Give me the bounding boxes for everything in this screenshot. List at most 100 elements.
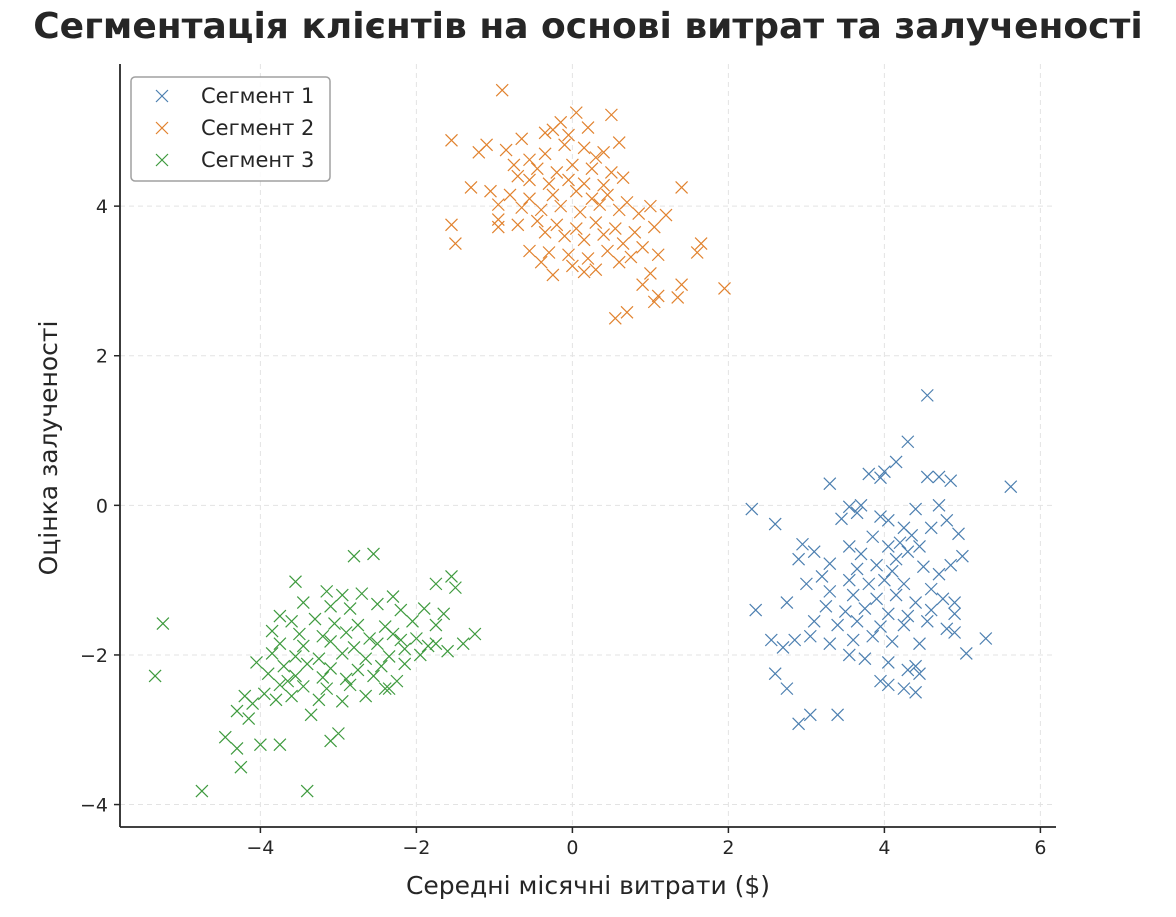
data-point — [308, 612, 322, 626]
data-point — [885, 635, 899, 648]
legend-marker — [155, 121, 169, 135]
series-1 — [745, 388, 1018, 731]
data-point — [511, 218, 525, 232]
data-point — [881, 540, 895, 553]
data-point — [511, 169, 525, 183]
data-point — [562, 173, 575, 187]
data-point — [374, 659, 388, 673]
data-point — [909, 685, 923, 699]
data-point — [807, 545, 821, 559]
data-point — [920, 388, 934, 402]
data-point — [815, 569, 829, 583]
x-axis-label: Середні місячні витрати ($) — [406, 871, 770, 900]
data-point — [604, 108, 618, 122]
data-point — [491, 198, 505, 212]
data-point — [324, 661, 338, 675]
data-point — [538, 126, 552, 140]
data-point — [897, 682, 911, 696]
data-point — [156, 617, 170, 630]
data-point — [523, 192, 536, 206]
data-point — [768, 667, 782, 681]
y-tick-label: 2 — [96, 346, 108, 368]
data-point — [273, 678, 287, 692]
data-point — [675, 278, 689, 292]
data-point — [413, 648, 427, 662]
data-point — [464, 181, 478, 194]
data-point — [343, 602, 357, 615]
data-point — [881, 656, 895, 669]
data-point — [823, 557, 837, 571]
data-point — [523, 173, 536, 187]
data-point — [273, 637, 287, 651]
data-point — [823, 584, 837, 598]
data-point — [647, 295, 661, 309]
data-point — [608, 222, 622, 235]
data-point — [936, 592, 950, 606]
data-point — [581, 252, 595, 265]
data-point — [792, 552, 806, 566]
data-point — [300, 784, 314, 798]
data-point — [905, 528, 919, 542]
data-point — [948, 596, 962, 610]
data-point — [780, 596, 794, 610]
data-point — [324, 635, 338, 648]
data-point — [542, 177, 556, 191]
data-point — [585, 192, 599, 206]
data-point — [269, 693, 283, 707]
data-point — [273, 738, 287, 752]
data-point — [534, 203, 548, 217]
data-point — [854, 547, 868, 561]
data-point — [897, 577, 911, 591]
data-point — [242, 712, 256, 725]
data-point — [659, 208, 673, 222]
data-point — [355, 587, 369, 601]
data-point — [339, 626, 353, 639]
data-point — [218, 730, 232, 744]
data-point — [445, 569, 458, 583]
data-point — [901, 609, 915, 623]
data-point — [858, 602, 872, 615]
data-point — [671, 290, 685, 304]
data-point — [320, 584, 334, 598]
data-point — [370, 597, 384, 611]
data-point — [601, 244, 614, 258]
data-point — [749, 603, 763, 617]
data-point — [285, 689, 299, 703]
data-point — [909, 596, 923, 610]
x-tick-label: 6 — [1034, 837, 1046, 859]
legend-marker — [155, 89, 169, 103]
data-point — [577, 265, 591, 279]
data-point — [554, 199, 568, 213]
data-point — [250, 656, 263, 669]
data-point — [799, 577, 813, 591]
data-point — [870, 592, 884, 606]
axes: −4 −2 0 2 4 6 −4 −2 0 2 4 — [80, 64, 1056, 859]
y-tick-label: −4 — [80, 795, 108, 817]
data-point — [831, 618, 845, 632]
data-point — [948, 626, 962, 639]
data-point — [382, 682, 396, 696]
data-point — [530, 214, 544, 228]
data-point — [877, 465, 891, 479]
legend-marker — [155, 153, 169, 167]
data-point — [636, 240, 650, 254]
data-point — [300, 657, 314, 671]
data-point — [959, 647, 973, 660]
data-point — [445, 218, 458, 232]
data-point — [335, 694, 349, 708]
data-point — [289, 669, 302, 683]
data-point — [803, 708, 817, 722]
data-point — [901, 545, 915, 559]
data-point — [924, 521, 938, 535]
data-point — [835, 512, 848, 526]
data-point — [558, 138, 572, 152]
data-point — [768, 517, 782, 531]
data-point — [542, 246, 556, 259]
data-point — [296, 679, 310, 693]
y-tick-label: −2 — [80, 645, 108, 667]
data-point — [616, 171, 630, 185]
x-tick-label: 0 — [566, 837, 578, 859]
data-point — [589, 216, 603, 230]
data-point — [823, 637, 837, 651]
